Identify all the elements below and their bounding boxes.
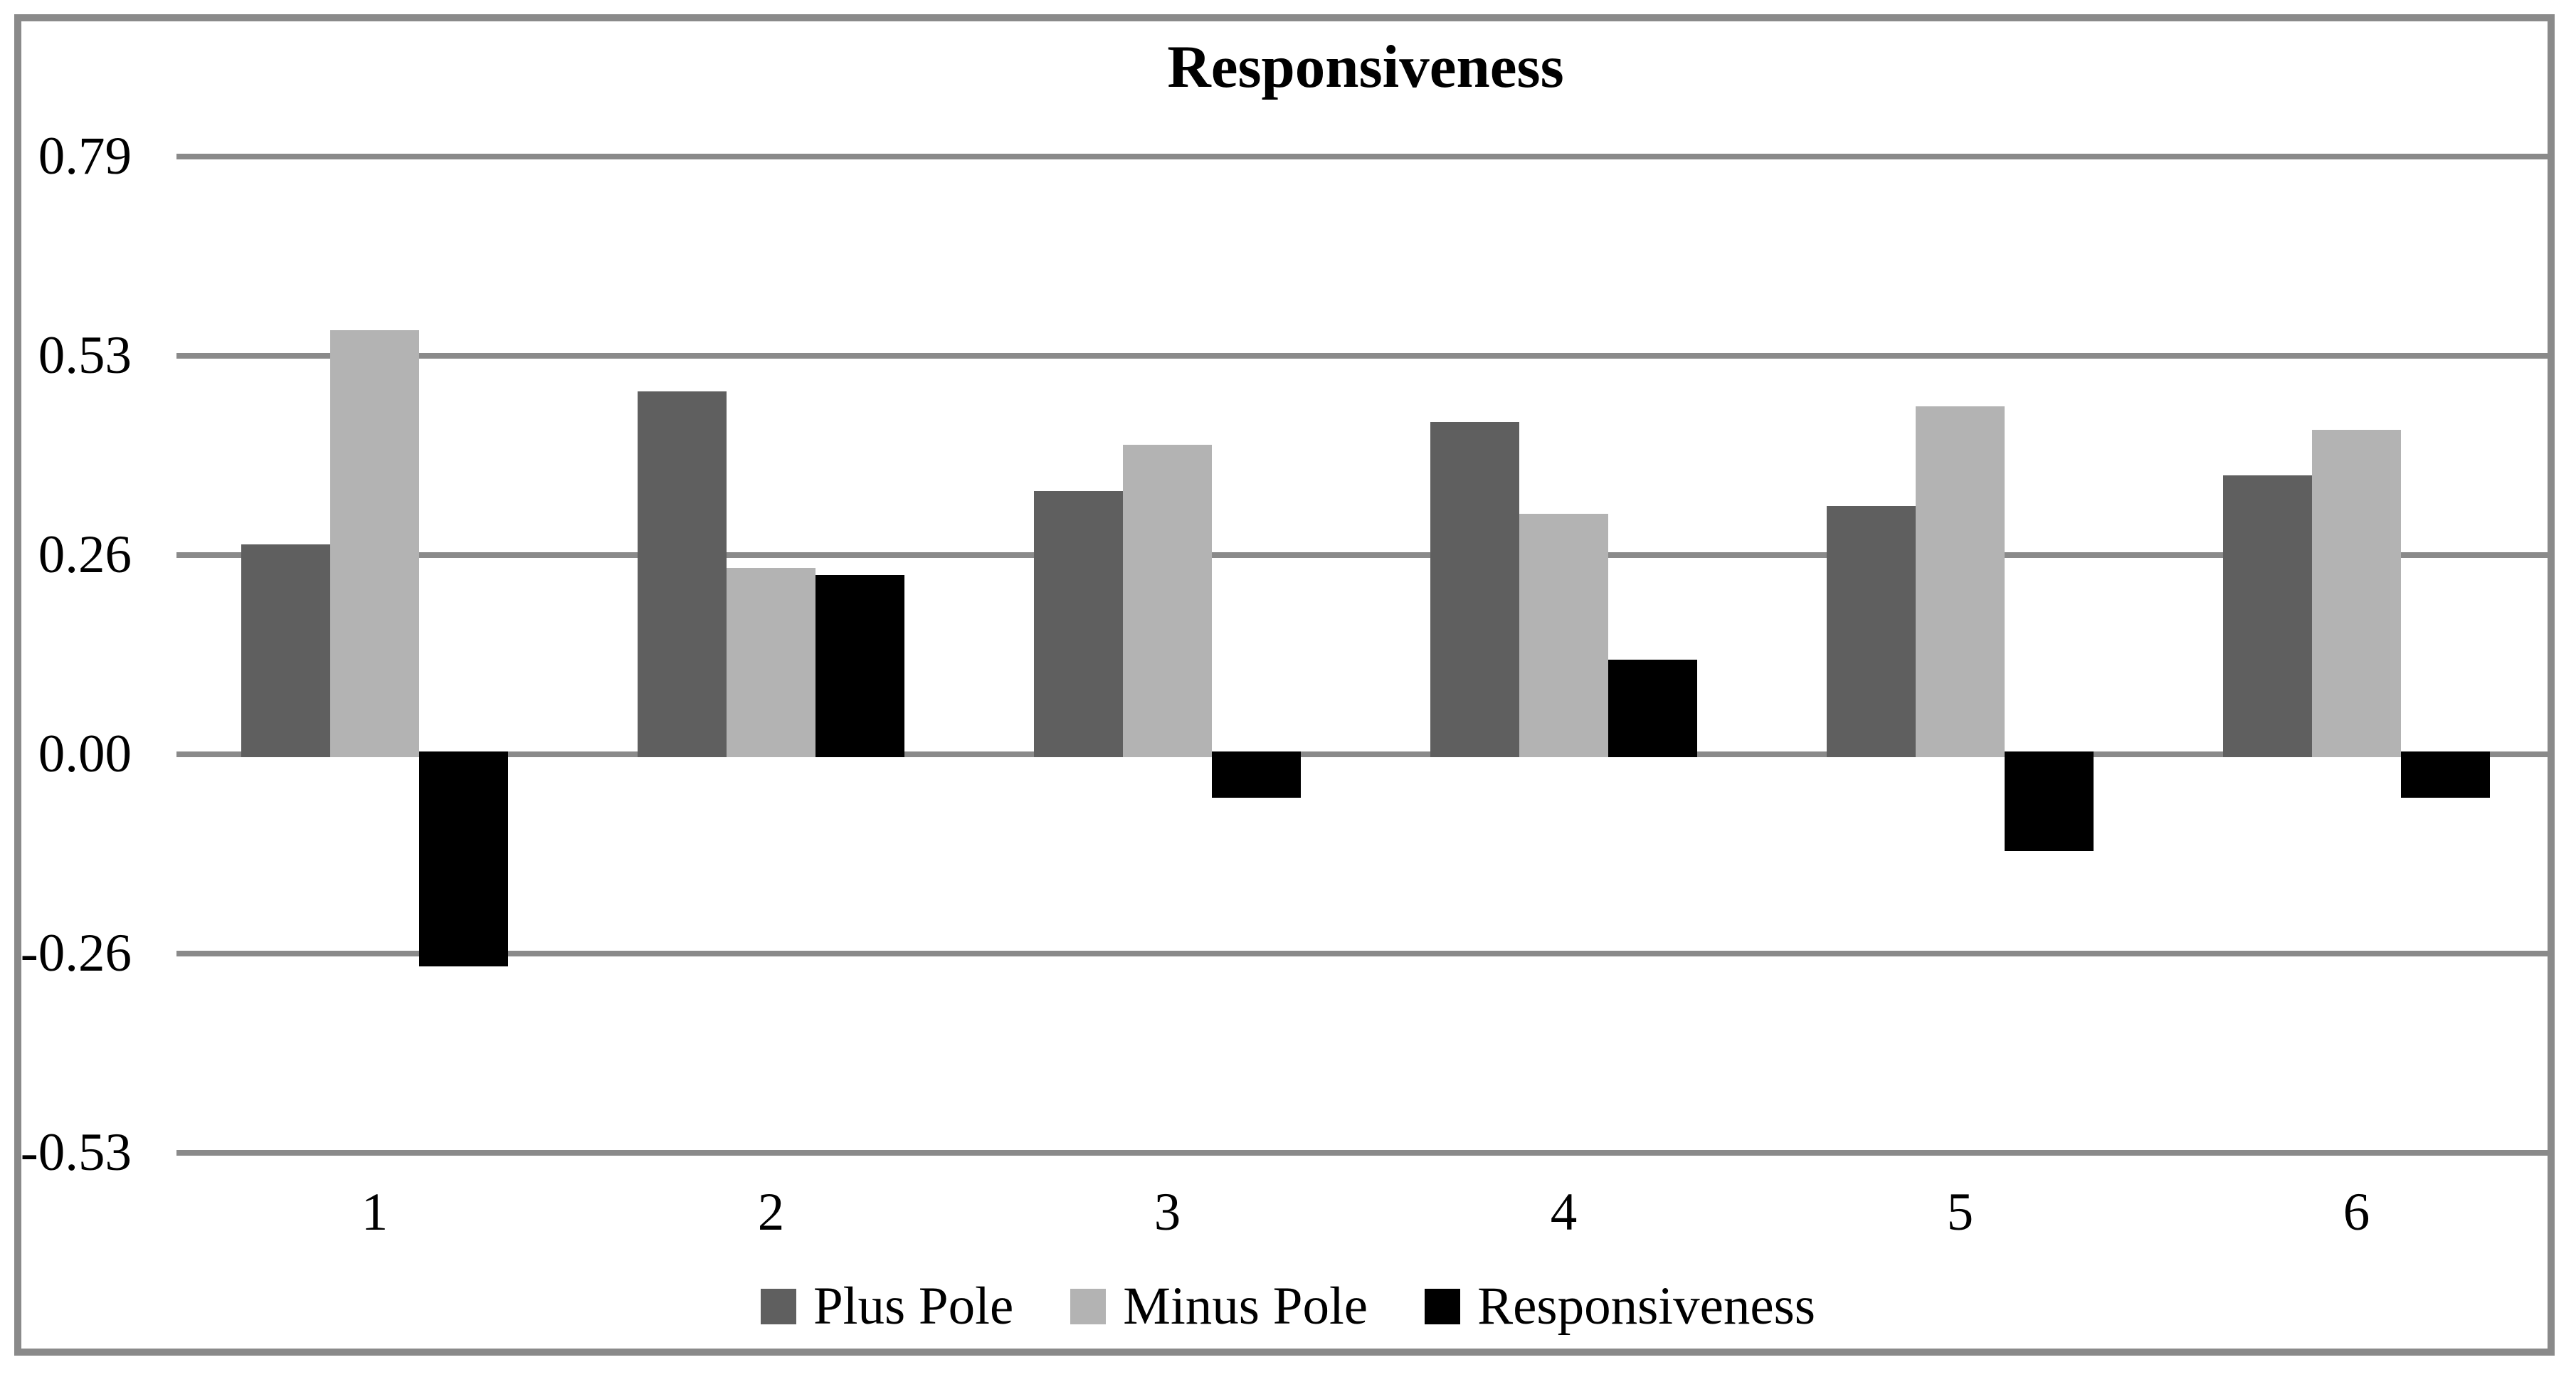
bar-minus-pole-category-6 xyxy=(2312,429,2401,757)
bar-minus-pole-category-4 xyxy=(1519,514,1608,757)
bar-plus-pole-category-5 xyxy=(1827,506,1916,757)
bar-responsiveness-category-2 xyxy=(815,575,904,757)
bar-responsiveness-category-3 xyxy=(1212,751,1301,798)
legend-label: Minus Pole xyxy=(1123,1277,1368,1336)
chart-title: Responsiveness xyxy=(1167,33,1564,100)
bar-responsiveness-category-5 xyxy=(2005,751,2094,851)
bar-plus-pole-category-4 xyxy=(1430,421,1519,757)
y-axis-tick-label: 0.53 xyxy=(38,326,132,385)
gridline xyxy=(176,154,2555,159)
gridline xyxy=(176,353,2555,359)
legend-swatch-icon xyxy=(1425,1289,1461,1324)
legend-item-responsiveness: Responsiveness xyxy=(1425,1272,1815,1341)
x-axis-category-label: 5 xyxy=(1946,1183,1974,1242)
y-axis-tick-label: 0.79 xyxy=(38,127,132,186)
bar-responsiveness-category-6 xyxy=(2401,751,2490,798)
y-axis-tick-label: 0.26 xyxy=(38,525,132,584)
bar-minus-pole-category-2 xyxy=(727,567,815,757)
legend-swatch-icon xyxy=(760,1289,796,1324)
legend-item-minus-pole: Minus Pole xyxy=(1070,1272,1368,1341)
legend-label: Plus Pole xyxy=(813,1277,1014,1336)
legend-swatch-icon xyxy=(1070,1289,1107,1324)
x-axis-zero-line xyxy=(176,751,2555,757)
bar-responsiveness-category-4 xyxy=(1608,659,1697,757)
x-axis-category-label: 6 xyxy=(2343,1183,2370,1242)
gridline xyxy=(176,951,2555,956)
bar-minus-pole-category-3 xyxy=(1123,445,1212,757)
bar-minus-pole-category-1 xyxy=(330,329,419,757)
legend-label: Responsiveness xyxy=(1477,1277,1816,1336)
bar-responsiveness-category-1 xyxy=(419,751,508,966)
y-axis-tick-label: -0.53 xyxy=(20,1123,132,1182)
x-axis-category-label: 2 xyxy=(757,1183,785,1242)
x-axis-category-label: 4 xyxy=(1550,1183,1578,1242)
bar-minus-pole-category-5 xyxy=(1916,406,2005,757)
gridline xyxy=(176,1150,2555,1156)
y-axis-tick-label: 0.00 xyxy=(38,724,132,784)
x-axis-category-label: 3 xyxy=(1154,1183,1181,1242)
legend: Plus Pole Minus Pole Responsiveness xyxy=(0,1271,2576,1342)
y-axis-tick-label: -0.26 xyxy=(20,924,132,983)
bar-plus-pole-category-3 xyxy=(1034,490,1123,757)
legend-item-plus-pole: Plus Pole xyxy=(760,1272,1014,1341)
x-axis-category-label: 1 xyxy=(361,1183,389,1242)
bar-plus-pole-category-6 xyxy=(2223,475,2312,757)
chart-border-frame xyxy=(14,14,2555,1356)
bar-plus-pole-category-1 xyxy=(241,544,330,757)
gridline xyxy=(176,552,2555,558)
bar-plus-pole-category-2 xyxy=(638,391,727,757)
